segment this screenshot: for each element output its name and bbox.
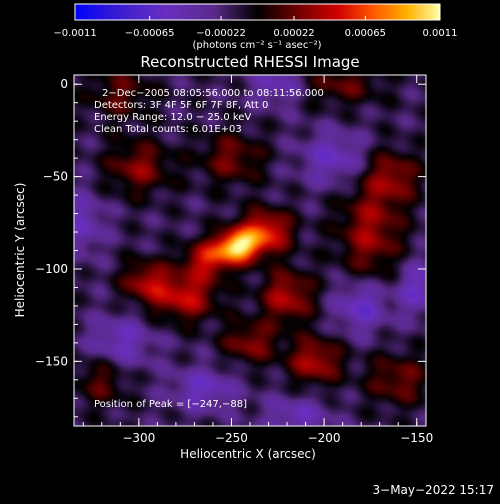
- y-axis-label: Heliocentric Y (arcsec): [13, 183, 27, 318]
- x-tick-label: −300: [122, 431, 155, 445]
- y-tick-label: −50: [43, 170, 68, 184]
- colorbar-tick-label: −0.00065: [125, 28, 175, 39]
- colorbar-tick-label: 0.00022: [273, 28, 314, 39]
- x-axis-ticks: −300 −250 −200 −150: [82, 75, 433, 445]
- colorbar-tick-label: 0.00065: [345, 28, 386, 39]
- x-tick-label: −250: [215, 431, 248, 445]
- annotation-block: 2−Dec−2005 08:05:56.000 to 08:11:56.000 …: [94, 88, 324, 410]
- plot-area: −300 −250 −200 −150 0 −50 −100 −150: [35, 74, 433, 445]
- heatmap-image: [74, 75, 426, 426]
- y-tick-label: −100: [35, 262, 68, 276]
- colorbar: −0.0011 −0.00065 −0.00022 0.00022 0.00065 0.0…: [53, 3, 458, 51]
- x-axis-label: Heliocentric X (arcsec): [180, 447, 316, 461]
- footer-timestamp: 3−May−2022 15:17: [373, 483, 495, 497]
- annotation-detectors: Detectors: 3F 4F 5F 6F 7F 8F, Att 0: [94, 100, 268, 111]
- colorbar-ticks: −0.0011 −0.00065 −0.00022 0.00022 0.00065 0.0…: [53, 16, 458, 39]
- annotation-peak-position: Position of Peak = [−247,−88]: [94, 399, 247, 410]
- colorbar-tick-label: −0.00022: [196, 28, 246, 39]
- colorbar-tick-label: 0.0011: [423, 28, 458, 39]
- chart-title: Reconstructed RHESSI Image: [140, 53, 359, 71]
- x-tick-label: −200: [308, 431, 341, 445]
- colorbar-unit-label: (photons cm⁻² s⁻¹ asec⁻²): [192, 40, 321, 51]
- annotation-clean-counts: Clean Total counts: 6.01E+03: [94, 124, 242, 135]
- x-tick-label: −150: [400, 431, 433, 445]
- annotation-energy-range: Energy Range: 12.0 − 25.0 keV: [94, 112, 251, 123]
- colorbar-gradient: [74, 3, 441, 21]
- y-axis-ticks: 0 −50 −100 −150: [35, 77, 426, 418]
- annotation-time-range: 2−Dec−2005 08:05:56.000 to 08:11:56.000: [102, 88, 324, 99]
- y-tick-label: −150: [35, 354, 68, 368]
- colorbar-tick-label: −0.0011: [53, 28, 96, 39]
- y-tick-label: 0: [60, 77, 68, 91]
